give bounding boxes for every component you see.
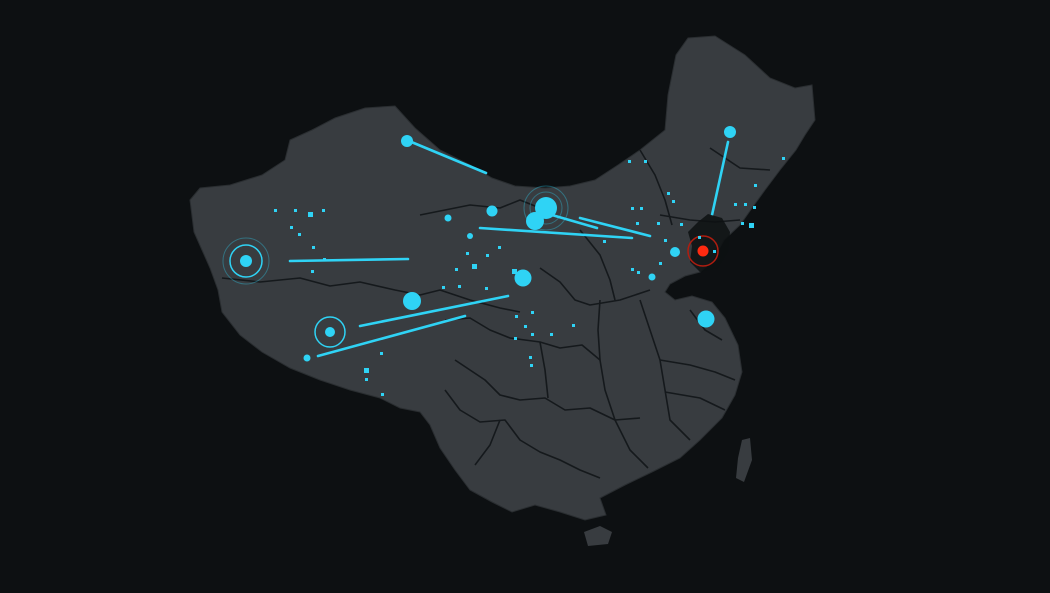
flow-line <box>478 226 634 240</box>
city-node[interactable] <box>514 269 532 287</box>
city-node[interactable] <box>240 255 252 267</box>
flow-line <box>407 139 488 175</box>
target-hub[interactable] <box>687 214 730 272</box>
flow-line <box>358 294 510 328</box>
city-nodes <box>240 126 736 362</box>
city-node[interactable] <box>535 197 557 219</box>
flow-line <box>710 140 730 217</box>
hainan-island <box>584 526 612 546</box>
hub-shadow <box>688 214 730 272</box>
pulse-rings <box>222 185 569 348</box>
data-points <box>274 157 785 396</box>
city-node[interactable] <box>403 292 421 310</box>
flow-line <box>578 216 652 238</box>
city-node[interactable] <box>444 214 452 222</box>
city-node[interactable] <box>401 135 413 147</box>
china-mainland <box>189 35 816 521</box>
pulse-ring <box>229 244 263 278</box>
flow-lines <box>288 139 730 358</box>
city-node[interactable] <box>697 310 715 328</box>
city-node[interactable] <box>486 205 498 217</box>
city-node[interactable] <box>648 273 656 281</box>
hub-dot <box>697 245 709 257</box>
city-node[interactable] <box>526 212 544 230</box>
city-node[interactable] <box>467 233 473 239</box>
pulse-ring <box>529 191 563 225</box>
city-node[interactable] <box>303 354 311 362</box>
taiwan-island <box>736 438 752 482</box>
flow-line <box>288 257 410 263</box>
pulse-ring <box>314 316 346 348</box>
city-node[interactable] <box>724 126 736 138</box>
city-node[interactable] <box>325 327 335 337</box>
flow-line <box>316 314 467 358</box>
pulse-ring <box>523 185 569 231</box>
city-node[interactable] <box>670 247 680 257</box>
pulse-ring <box>222 237 270 285</box>
hub-ring <box>687 235 719 267</box>
